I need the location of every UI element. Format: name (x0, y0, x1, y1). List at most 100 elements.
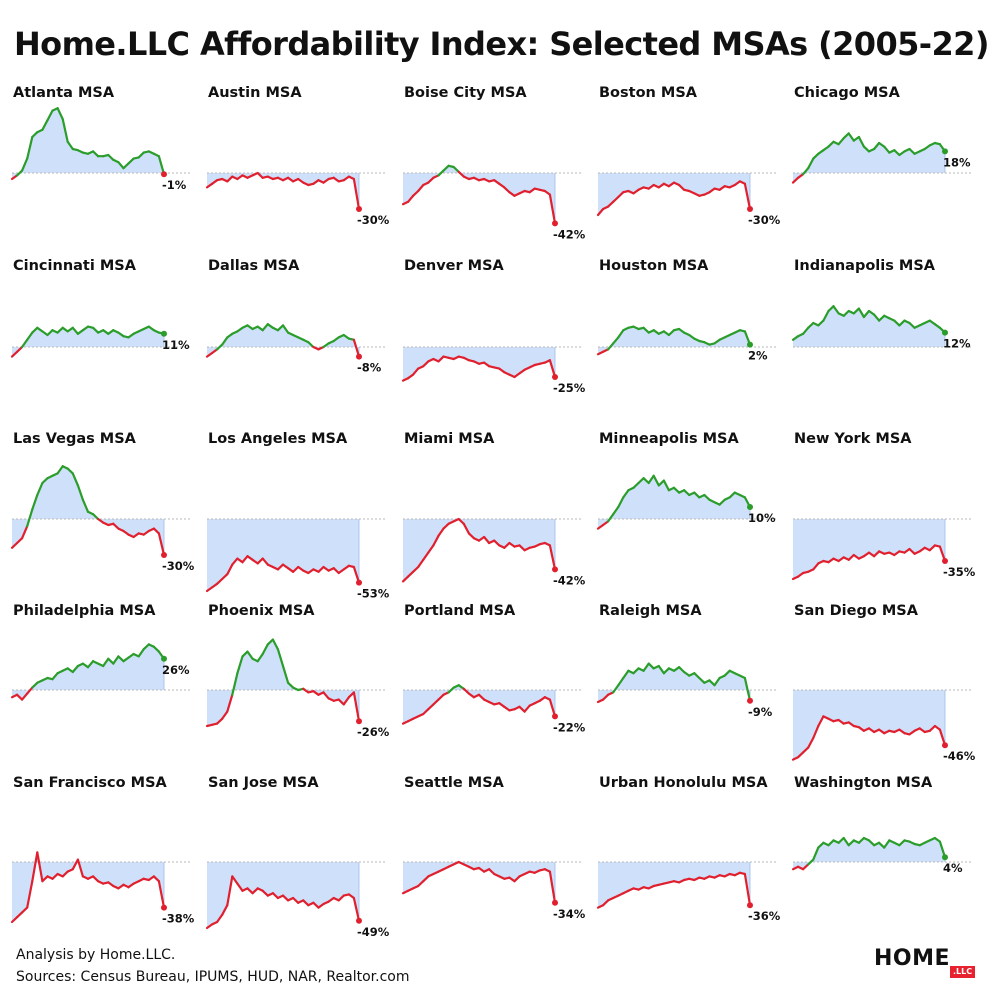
area-fill (793, 838, 945, 870)
series-segment (832, 305, 840, 315)
series-segment (271, 892, 279, 900)
series-segment (31, 326, 39, 334)
end-value-label: 12% (943, 337, 971, 351)
series-segment (842, 836, 850, 847)
end-value-label: 10% (748, 511, 776, 525)
series-segment (442, 522, 450, 530)
series-segment (236, 882, 244, 892)
series-segment (493, 539, 501, 547)
panel-raleigh-msa: Raleigh MSA -9% (596, 603, 776, 719)
series-segment (807, 858, 815, 866)
end-point (356, 579, 362, 586)
end-point (161, 330, 167, 337)
series-segment (66, 140, 74, 151)
series-segment (246, 650, 254, 660)
end-point (161, 655, 167, 662)
series-segment (647, 662, 655, 670)
panel-title: Portland MSA (404, 603, 516, 619)
series-segment (76, 484, 85, 501)
panel-dallas-msa: Dallas MSA -8% (205, 258, 385, 375)
series-segment (822, 309, 830, 322)
page-title: Home.LLC Affordability Index: Selected M… (14, 25, 989, 63)
series-segment (877, 314, 886, 322)
series-segment (256, 652, 264, 663)
area-fill (793, 306, 945, 347)
series-segment (261, 643, 269, 656)
series-segment (417, 183, 425, 193)
series-segment (276, 648, 285, 668)
series-segment (893, 149, 901, 157)
series-segment (523, 704, 531, 713)
area-fill (793, 133, 945, 183)
series-segment (407, 570, 415, 578)
panel-denver-msa: Denver MSA -25% (401, 258, 586, 395)
series-segment (842, 309, 850, 317)
series-segment (71, 326, 80, 335)
panel-title: Denver MSA (404, 258, 505, 274)
series-segment (352, 896, 361, 922)
area-fill (12, 644, 164, 700)
end-value-label: -1% (162, 178, 187, 192)
series-segment (26, 880, 34, 909)
series-segment (462, 522, 470, 535)
panel-title: Philadelphia MSA (13, 603, 156, 619)
series-segment (86, 660, 95, 669)
series-segment (10, 350, 19, 358)
series-segment (91, 150, 100, 158)
analysis-credit: Analysis by Home.LLC. (16, 947, 176, 963)
series-segment (16, 537, 24, 545)
series-segment (928, 724, 937, 732)
series-segment (276, 563, 285, 571)
series-segment (657, 479, 666, 487)
panel-title: San Jose MSA (208, 775, 319, 791)
series-segment (817, 841, 825, 849)
series-segment (117, 655, 125, 663)
series-segment (898, 839, 906, 847)
series-segment (601, 899, 610, 907)
panel-atlanta-msa: Atlanta MSA -1% (10, 85, 190, 192)
series-segment (417, 558, 425, 569)
panel-title: Seattle MSA (404, 775, 505, 791)
series-segment (112, 655, 120, 665)
panel-title: Urban Honolulu MSA (599, 775, 768, 791)
series-segment (31, 851, 39, 883)
series-segment (483, 535, 491, 545)
end-point (356, 917, 362, 924)
series-segment (548, 870, 557, 904)
end-point (747, 504, 753, 510)
series-segment (857, 836, 866, 844)
series-segment (908, 321, 916, 329)
series-segment (36, 481, 44, 497)
series-segment (518, 544, 526, 552)
end-value-label: 2% (748, 349, 768, 363)
series-segment (412, 189, 420, 197)
series-segment (857, 307, 866, 319)
series-segment (16, 911, 24, 919)
series-segment (236, 655, 244, 675)
series-segment (442, 164, 450, 172)
series-segment (317, 565, 325, 573)
series-segment (266, 638, 274, 646)
series-segment (91, 875, 100, 883)
series-segment (601, 693, 610, 701)
series-segment (672, 486, 681, 494)
series-segment (422, 875, 430, 883)
end-value-label: 4% (943, 861, 963, 875)
end-value-label: -30% (357, 213, 390, 227)
series-segment (26, 686, 34, 695)
series-segment (71, 858, 80, 871)
series-segment (488, 868, 496, 876)
panel-boise-city-msa: Boise City MSA -42% (401, 85, 586, 241)
series-segment (241, 555, 249, 564)
series-segment (221, 904, 229, 916)
series-segment (827, 839, 835, 847)
end-point (356, 206, 362, 212)
series-segment (231, 875, 239, 885)
series-segment (622, 489, 630, 499)
panel-title: Cincinnati MSA (13, 258, 137, 274)
series-segment (226, 875, 234, 907)
series-segment (10, 541, 19, 549)
series-segment (342, 696, 350, 706)
area-fill (403, 862, 555, 903)
series-segment (251, 887, 259, 895)
